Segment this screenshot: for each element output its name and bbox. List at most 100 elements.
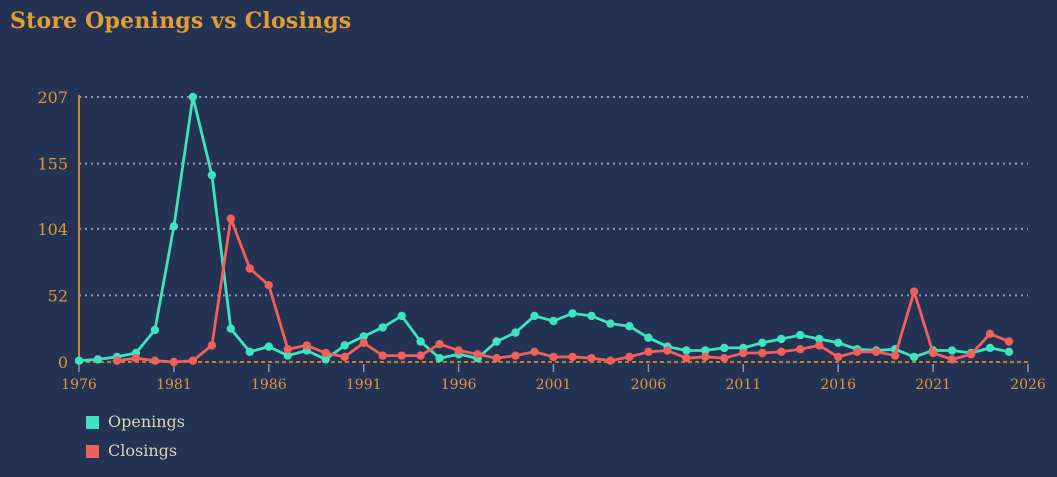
openings-point[interactable]: [378, 323, 387, 332]
openings-point[interactable]: [947, 346, 957, 355]
openings-point[interactable]: [909, 352, 919, 362]
closings-point[interactable]: [492, 354, 501, 363]
closings-point[interactable]: [796, 345, 805, 354]
openings-point[interactable]: [587, 311, 596, 321]
openings-point[interactable]: [1004, 347, 1014, 356]
openings-point[interactable]: [511, 328, 520, 337]
closings-point[interactable]: [625, 352, 634, 362]
closings-point[interactable]: [283, 345, 292, 354]
openings-point[interactable]: [74, 356, 84, 365]
openings-point[interactable]: [207, 170, 217, 180]
openings-point[interactable]: [625, 322, 634, 331]
openings-point[interactable]: [283, 351, 292, 360]
y-tick-label: 207: [37, 88, 68, 107]
closings-point[interactable]: [682, 354, 691, 363]
closings-point[interactable]: [549, 352, 558, 362]
closings-point[interactable]: [606, 356, 615, 365]
closings-point[interactable]: [1004, 337, 1014, 346]
openings-point[interactable]: [758, 338, 767, 347]
closings-point[interactable]: [435, 339, 444, 349]
closings-point[interactable]: [966, 350, 976, 359]
openings-point[interactable]: [492, 337, 501, 346]
openings-point[interactable]: [568, 309, 577, 318]
x-tick-label: 1976: [61, 377, 97, 393]
openings-point[interactable]: [188, 92, 198, 102]
openings-point[interactable]: [435, 354, 444, 363]
openings-point[interactable]: [226, 324, 235, 333]
openings-point[interactable]: [93, 355, 103, 364]
closings-point[interactable]: [663, 346, 672, 355]
openings-point[interactable]: [720, 343, 729, 353]
closings-point[interactable]: [928, 348, 938, 358]
closings-point[interactable]: [739, 348, 748, 358]
closings-point[interactable]: [644, 347, 653, 356]
closings-point[interactable]: [834, 352, 843, 362]
closings-point[interactable]: [872, 347, 881, 356]
openings-point[interactable]: [245, 347, 254, 356]
openings-point[interactable]: [321, 355, 330, 364]
closings-point[interactable]: [909, 287, 919, 296]
closings-point[interactable]: [321, 348, 330, 358]
openings-point[interactable]: [397, 311, 406, 321]
openings-point[interactable]: [264, 342, 273, 351]
y-tick-label: 155: [37, 155, 68, 174]
closings-point[interactable]: [947, 355, 957, 364]
closings-point[interactable]: [701, 352, 710, 362]
openings-point[interactable]: [150, 325, 160, 335]
openings-point[interactable]: [169, 222, 179, 231]
y-tick-label: 52: [48, 286, 68, 305]
closings-point[interactable]: [302, 341, 311, 350]
closings-point[interactable]: [890, 351, 900, 360]
closings-point[interactable]: [112, 356, 122, 365]
y-tick-label: 0: [58, 353, 68, 372]
closings-point[interactable]: [397, 351, 406, 360]
closings-point[interactable]: [245, 264, 254, 273]
closings-point[interactable]: [416, 351, 425, 360]
closings-point[interactable]: [985, 329, 995, 338]
closings-point[interactable]: [815, 341, 824, 350]
openings-point[interactable]: [606, 319, 615, 328]
openings-point[interactable]: [416, 337, 425, 346]
legend-item-closings[interactable]: Closings: [86, 443, 185, 459]
closings-swatch: [86, 444, 99, 458]
x-tick-label: 2011: [725, 377, 761, 393]
closings-point[interactable]: [264, 281, 273, 290]
openings-point[interactable]: [549, 316, 558, 326]
openings-swatch: [86, 415, 99, 429]
closings-line: [115, 217, 1011, 364]
closings-point[interactable]: [511, 351, 520, 360]
closings-point[interactable]: [359, 338, 368, 347]
closings-point[interactable]: [720, 354, 729, 363]
closings-point[interactable]: [340, 352, 349, 362]
openings-point[interactable]: [644, 333, 653, 342]
closings-point[interactable]: [853, 347, 862, 356]
closings-point[interactable]: [777, 347, 786, 356]
closings-point[interactable]: [378, 351, 387, 360]
openings-point[interactable]: [815, 334, 824, 344]
openings-point[interactable]: [340, 341, 349, 350]
openings-point[interactable]: [701, 346, 710, 355]
chart-title: Store Openings vs Closings: [10, 8, 352, 34]
openings-point[interactable]: [777, 334, 786, 344]
closings-point[interactable]: [473, 350, 482, 359]
closings-point[interactable]: [568, 352, 577, 362]
closings-point[interactable]: [150, 356, 160, 365]
closings-point[interactable]: [758, 348, 767, 358]
closings-point[interactable]: [587, 354, 596, 363]
closings-point[interactable]: [169, 357, 179, 367]
openings-point[interactable]: [985, 343, 995, 353]
openings-point[interactable]: [530, 311, 539, 321]
closings-point[interactable]: [530, 347, 539, 356]
legend-item-openings[interactable]: Openings: [86, 414, 185, 430]
closings-point[interactable]: [226, 214, 235, 223]
closings-point[interactable]: [207, 341, 217, 350]
closings-point[interactable]: [454, 346, 463, 355]
openings-point[interactable]: [682, 346, 691, 355]
openings-point[interactable]: [359, 332, 368, 341]
openings-point[interactable]: [834, 338, 843, 347]
openings-point[interactable]: [796, 330, 805, 340]
closings-point[interactable]: [131, 354, 141, 363]
closings-point[interactable]: [188, 356, 198, 365]
